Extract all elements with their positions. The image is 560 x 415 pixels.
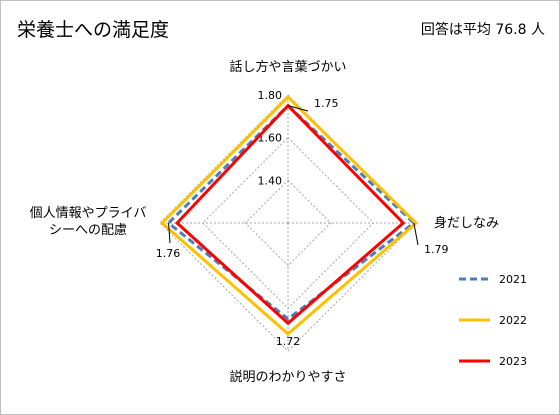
data-label-2: 1.72	[276, 335, 301, 348]
axis-label-3-line-1: シーへの配慮	[49, 223, 127, 238]
legend-label-2022: 2022	[499, 314, 527, 327]
respondent-note: 回答は平均 76.8 人	[420, 22, 545, 38]
axis-label-2: 説明のわかりやすさ	[229, 369, 346, 385]
series-2023-line	[174, 103, 406, 326]
data-label-leader-3	[168, 222, 171, 244]
axis-label-1: 身だしなみ	[434, 215, 499, 231]
data-label-3: 1.76	[156, 247, 181, 260]
data-label-0: 1.75	[314, 97, 339, 110]
data-label-leader-0	[287, 105, 309, 112]
legend-label-2023: 2023	[499, 355, 527, 368]
tick-label-2: 1.80	[258, 89, 283, 102]
tick-label-1: 1.60	[258, 132, 283, 145]
series-2022-line	[159, 95, 419, 336]
series-2021-line	[166, 103, 417, 321]
tick-label-0: 1.40	[258, 174, 283, 187]
legend-label-2021: 2021	[499, 273, 527, 286]
axis-label-3-line-0: 個人情報やプライバ	[30, 206, 147, 221]
chart-title: 栄養士への満足度	[17, 19, 170, 41]
data-label-leader-1	[413, 222, 419, 246]
grid-ring-0	[244, 179, 332, 267]
data-label-1: 1.79	[424, 243, 449, 256]
axis-label-0: 話し方や言葉づかい	[229, 59, 346, 75]
